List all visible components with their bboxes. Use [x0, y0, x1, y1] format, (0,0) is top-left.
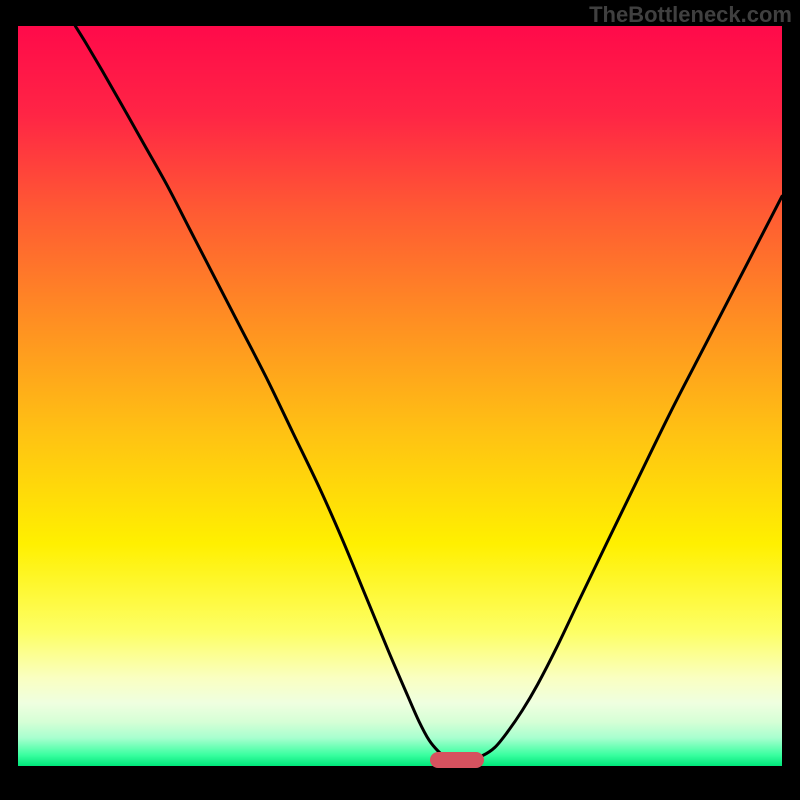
chart-curve-svg — [18, 26, 782, 766]
plot-area — [18, 26, 782, 766]
chart-frame: TheBottleneck.com — [0, 0, 800, 800]
chart-marker-capsule — [430, 752, 484, 768]
chart-curve — [75, 26, 782, 761]
watermark-text: TheBottleneck.com — [589, 2, 792, 28]
